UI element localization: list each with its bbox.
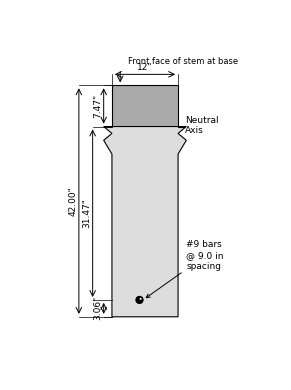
Bar	[112, 85, 178, 126]
Text: 31.47": 31.47"	[83, 198, 92, 228]
Text: 7.47": 7.47"	[94, 94, 102, 118]
Circle shape	[140, 298, 142, 300]
Text: #9 bars
@ 9.0 in
spacing: #9 bars @ 9.0 in spacing	[146, 240, 224, 298]
Text: 42.00": 42.00"	[68, 186, 77, 216]
Text: Front face of stem at base: Front face of stem at base	[128, 57, 239, 66]
Circle shape	[136, 296, 143, 303]
Text: Axis: Axis	[185, 126, 203, 135]
Text: 12": 12"	[137, 63, 153, 72]
Text: Neutral: Neutral	[185, 116, 218, 125]
Text: 3.06": 3.06"	[94, 296, 102, 321]
Polygon shape	[104, 126, 186, 317]
